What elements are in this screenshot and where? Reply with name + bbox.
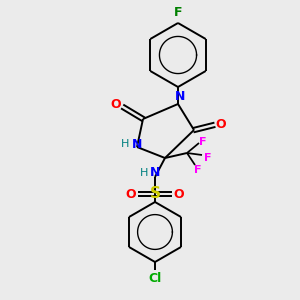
Text: O: O bbox=[216, 118, 226, 131]
Text: O: O bbox=[126, 188, 136, 200]
Text: H: H bbox=[121, 139, 129, 149]
Text: F: F bbox=[174, 5, 182, 19]
Text: N: N bbox=[132, 137, 142, 151]
Text: O: O bbox=[111, 98, 121, 112]
Text: N: N bbox=[150, 167, 160, 179]
Text: F: F bbox=[194, 165, 202, 175]
Text: S: S bbox=[149, 187, 161, 202]
Text: H: H bbox=[140, 168, 148, 178]
Text: O: O bbox=[174, 188, 184, 200]
Text: Cl: Cl bbox=[148, 272, 162, 284]
Text: N: N bbox=[175, 89, 185, 103]
Text: F: F bbox=[199, 137, 207, 147]
Text: F: F bbox=[204, 153, 212, 163]
